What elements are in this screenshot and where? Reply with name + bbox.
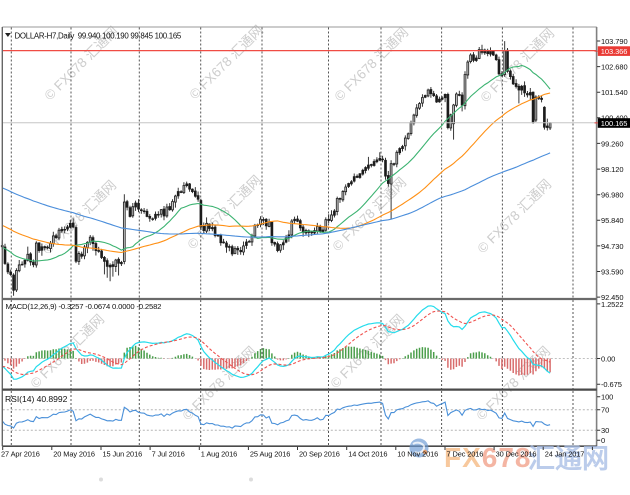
svg-text:100.165: 100.165 (601, 119, 628, 128)
svg-text:15 Jun 2016: 15 Jun 2016 (103, 450, 143, 459)
svg-text:25 Aug 2016: 25 Aug 2016 (250, 450, 290, 459)
svg-text:103.366: 103.366 (601, 47, 628, 56)
svg-text:1.2522: 1.2522 (601, 300, 623, 309)
svg-text:20 Sep 2016: 20 Sep 2016 (299, 450, 340, 459)
svg-text:70: 70 (601, 406, 609, 415)
svg-text:RSI(14) 40.8992: RSI(14) 40.8992 (5, 394, 68, 404)
svg-text:27 Apr 2016: 27 Apr 2016 (1, 450, 40, 459)
svg-text:92.450: 92.450 (601, 293, 623, 302)
svg-text:95.840: 95.840 (601, 216, 623, 225)
svg-text:7 Dec 2016: 7 Dec 2016 (447, 450, 484, 459)
svg-text:30 Dec 2016: 30 Dec 2016 (496, 450, 537, 459)
svg-text:101.540: 101.540 (601, 88, 628, 97)
svg-text:0: 0 (601, 436, 605, 445)
svg-text:93.590: 93.590 (601, 267, 623, 276)
svg-text:-0.675: -0.675 (601, 380, 622, 389)
svg-text:96.980: 96.980 (601, 191, 623, 200)
svg-text:14 Oct 2016: 14 Oct 2016 (348, 450, 387, 459)
svg-text:103.790: 103.790 (601, 37, 628, 46)
svg-text:94.730: 94.730 (601, 242, 623, 251)
svg-text:102.680: 102.680 (601, 63, 628, 72)
svg-text:1 Aug 2016: 1 Aug 2016 (201, 450, 237, 459)
svg-text:7 Jul 2016: 7 Jul 2016 (152, 450, 185, 459)
svg-text:30: 30 (601, 426, 609, 435)
svg-text:20 May 2016: 20 May 2016 (53, 450, 95, 459)
svg-text:10 Nov 2016: 10 Nov 2016 (397, 450, 438, 459)
svg-text:100: 100 (601, 393, 613, 402)
svg-text:汇通网: 汇通网 (528, 444, 609, 474)
svg-text:0.00: 0.00 (601, 354, 615, 363)
svg-text:99.260: 99.260 (601, 139, 623, 148)
svg-text:98.120: 98.120 (601, 165, 623, 174)
svg-text:MACD(12,26,9) -0.3257 -0.0674: MACD(12,26,9) -0.3257 -0.0674 0.0000 -0.… (6, 302, 162, 311)
svg-text:FX678: FX678 (444, 442, 532, 473)
svg-text:24 Jan 2017: 24 Jan 2017 (545, 450, 585, 459)
svg-text:DOLLAR-H7,Daily 99.940 100.19: DOLLAR-H7,Daily 99.940 100.190 99.845 10… (15, 32, 182, 41)
